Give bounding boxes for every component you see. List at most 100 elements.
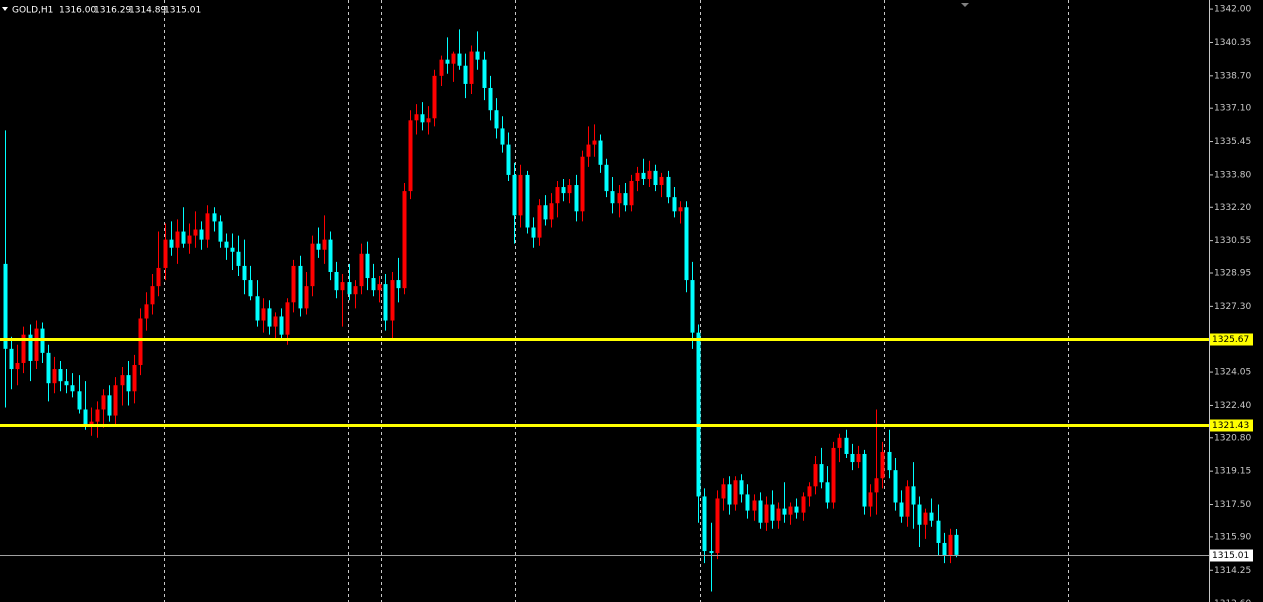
candle-body — [831, 447, 836, 503]
shift-marker — [961, 3, 969, 7]
candle-body — [15, 362, 20, 370]
candle-body — [46, 352, 51, 384]
y-tick-label: 1342.00 — [1214, 5, 1251, 15]
candle-body — [782, 508, 787, 515]
candle-body — [844, 437, 849, 454]
candle-body — [291, 265, 296, 303]
candle-body — [666, 176, 671, 198]
candle-body — [617, 193, 622, 204]
candle-body — [9, 348, 14, 370]
candle-body — [439, 59, 444, 76]
y-tick-label: 1330.55 — [1214, 236, 1251, 246]
candle-body — [518, 174, 523, 216]
candle-body — [58, 369, 63, 382]
candle-body — [101, 395, 106, 410]
candle-body — [163, 239, 168, 268]
candle-body — [383, 284, 388, 321]
y-tick-label: 1312.60 — [1214, 599, 1251, 602]
candle-body — [144, 304, 149, 319]
candle-body — [347, 282, 352, 295]
candle-body — [310, 243, 315, 287]
candle-body — [402, 191, 407, 289]
candle-body — [954, 534, 959, 555]
candle-body — [365, 253, 370, 279]
candle-body — [248, 280, 253, 297]
candle-body — [169, 239, 174, 248]
candle-body — [377, 284, 382, 291]
candle-body — [408, 120, 413, 192]
candle-body — [371, 278, 376, 291]
candle-body — [273, 316, 278, 327]
y-tick-label: 1327.30 — [1214, 302, 1251, 312]
candle-body — [175, 231, 180, 248]
candle-body — [604, 164, 609, 192]
price-level-box — [1210, 419, 1253, 432]
candle-body — [181, 231, 186, 244]
candle-body — [893, 470, 898, 503]
candle-body — [334, 271, 339, 291]
last-open: 1316.00 — [59, 6, 96, 16]
candle-body — [690, 280, 695, 333]
candle-body — [610, 191, 615, 204]
candle-body — [721, 484, 726, 499]
y-tick-label: 1332.20 — [1214, 203, 1251, 213]
candle-body — [825, 482, 830, 503]
candle-body — [285, 302, 290, 335]
candle-body — [77, 391, 82, 410]
candle-body — [776, 508, 781, 521]
symbol-label: GOLD,H1 — [12, 6, 53, 16]
candle-body — [298, 265, 303, 309]
y-tick-label: 1328.95 — [1214, 268, 1251, 278]
candle-body — [635, 172, 640, 181]
price-level-label: 1321.43 — [1212, 421, 1249, 431]
candle-body — [917, 504, 922, 525]
candle-body — [21, 334, 26, 363]
candle-body — [659, 176, 664, 186]
candle-body — [242, 265, 247, 281]
y-tick-label: 1333.80 — [1214, 170, 1251, 180]
candle-body — [592, 140, 597, 145]
candle-body — [445, 59, 450, 64]
candle-body — [549, 203, 554, 220]
candle-body — [199, 229, 204, 240]
candle-body — [561, 187, 566, 194]
candle-body — [359, 253, 364, 287]
candle-body — [279, 316, 284, 335]
candle-body — [3, 263, 8, 349]
candle-body — [120, 375, 125, 386]
menu-arrow — [2, 7, 8, 11]
candle-body — [598, 140, 603, 165]
last-low: 1314.89 — [129, 6, 166, 16]
candle-body — [764, 504, 769, 523]
candle-body — [469, 51, 474, 84]
candle-body — [887, 451, 892, 471]
candle-body — [138, 318, 143, 366]
candle-body — [715, 498, 720, 554]
candle-body — [525, 174, 530, 228]
candle-body — [512, 174, 517, 216]
candle-body — [733, 480, 738, 505]
candle-body — [451, 53, 456, 64]
candle-body — [537, 205, 542, 238]
candle-body — [322, 239, 327, 250]
candle-body — [420, 114, 425, 123]
candle-body — [89, 421, 94, 426]
candle-body — [113, 385, 118, 416]
candle-body — [316, 243, 321, 250]
price-level-label: 1315.01 — [1212, 551, 1249, 561]
price-level-label: 1325.67 — [1212, 335, 1249, 345]
candle-body — [874, 478, 879, 493]
candle-body — [482, 59, 487, 88]
y-tick-label: 1340.35 — [1214, 38, 1251, 48]
candle-body — [543, 205, 548, 220]
candle-body — [850, 453, 855, 463]
y-tick-label: 1315.90 — [1214, 532, 1251, 542]
candle-body — [340, 282, 345, 291]
candle-body — [432, 75, 437, 119]
candle-body — [629, 180, 634, 206]
y-tick-label: 1317.50 — [1214, 500, 1251, 510]
candle-body — [531, 227, 536, 238]
candle-body — [948, 534, 953, 556]
candle-body — [758, 500, 763, 523]
candle-body — [739, 480, 744, 495]
